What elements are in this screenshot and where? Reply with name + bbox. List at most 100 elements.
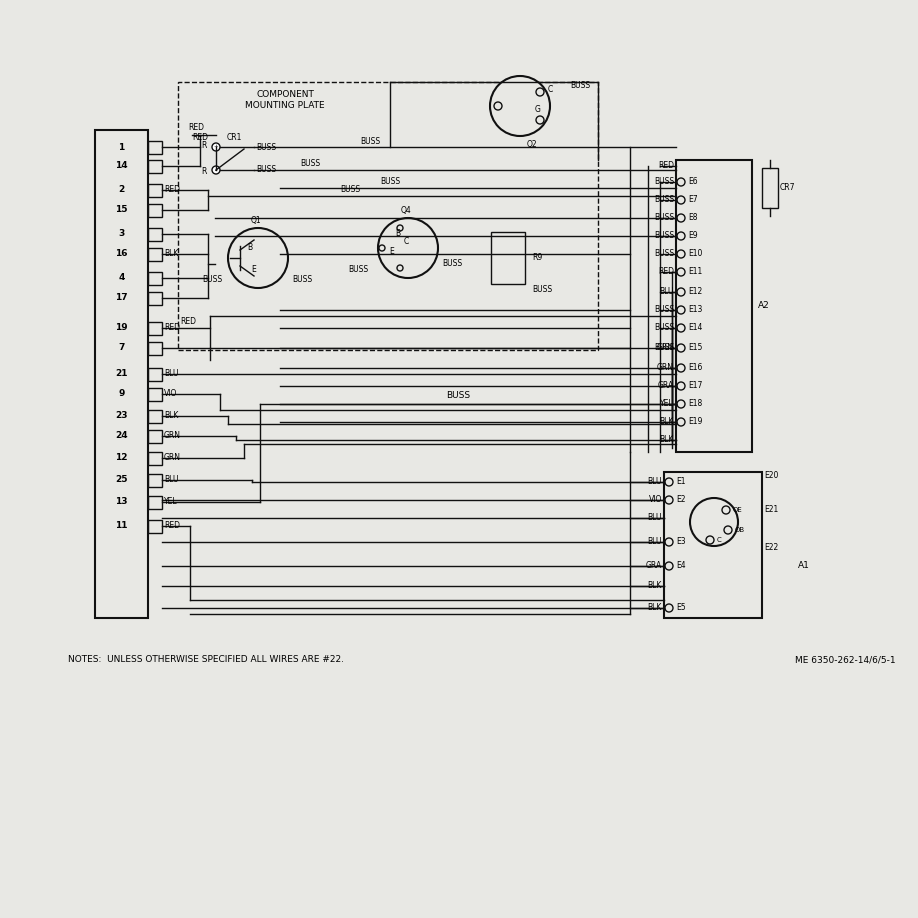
Text: BLK: BLK [164,411,178,420]
Bar [676,160,752,452]
Text: YEL: YEL [660,399,674,409]
Circle shape [706,536,714,544]
Text: GRA: GRA [645,562,662,570]
Bar [762,168,778,208]
Text: RED: RED [164,323,180,332]
Text: Q2: Q2 [527,140,537,149]
Text: RED: RED [192,133,208,142]
Circle shape [536,88,544,96]
Circle shape [677,364,685,372]
Text: R9: R9 [532,253,543,263]
Text: E20: E20 [764,472,778,480]
Text: OB: OB [735,527,745,533]
Text: +: + [214,144,218,150]
Text: BUSS: BUSS [202,275,222,285]
Text: GRN: GRN [657,364,674,373]
Text: E22: E22 [764,543,778,553]
Bar [148,474,162,487]
Circle shape [677,306,685,314]
Circle shape [494,102,502,110]
Circle shape [379,245,385,251]
Text: R: R [201,167,207,176]
Circle shape [665,562,673,570]
Text: E5: E5 [676,603,686,612]
Text: VIO: VIO [164,389,177,398]
Text: E3: E3 [676,538,686,546]
Bar [148,228,162,241]
Circle shape [677,214,685,222]
Bar [148,520,162,532]
Text: BUSS: BUSS [654,177,674,186]
Text: BUSS: BUSS [654,214,674,222]
Text: RED: RED [180,318,196,327]
Text: 21: 21 [116,370,128,378]
Text: BUSS: BUSS [654,231,674,241]
Bar [148,184,162,196]
Bar [148,160,162,173]
Text: 19: 19 [115,323,128,332]
Circle shape [677,400,685,408]
Text: BLU: BLU [659,287,674,297]
Text: BUSS: BUSS [654,250,674,259]
Text: E7: E7 [688,196,698,205]
Text: C: C [717,537,722,543]
Circle shape [212,143,220,151]
Circle shape [397,265,403,271]
Circle shape [677,382,685,390]
Bar [148,204,162,217]
Text: BUSS: BUSS [292,275,312,285]
Circle shape [665,604,673,612]
Text: RED: RED [164,521,180,531]
Text: GRN: GRN [164,453,181,463]
Circle shape [536,116,544,124]
Text: BUSS: BUSS [256,165,276,174]
Text: 2: 2 [118,185,125,195]
Text: BLU: BLU [647,538,662,546]
Text: BLU: BLU [164,476,178,485]
Bar [148,367,162,380]
Text: BLK: BLK [660,435,674,444]
Circle shape [677,196,685,204]
Circle shape [490,76,550,136]
Bar [148,321,162,334]
Text: BUSS: BUSS [654,343,674,353]
Circle shape [378,218,438,278]
Text: BUSS: BUSS [532,285,552,295]
Text: 17: 17 [115,294,128,303]
Text: -: - [215,167,218,173]
Text: E2: E2 [676,496,686,505]
Text: G: G [535,106,541,115]
Bar [148,387,162,400]
Bar [148,272,162,285]
Text: BUSS: BUSS [348,265,368,274]
Text: 24: 24 [115,431,128,441]
Text: BUSS: BUSS [360,137,380,145]
Circle shape [690,498,738,546]
Text: VIO: VIO [649,496,662,505]
Text: E18: E18 [688,399,702,409]
Text: E: E [252,265,256,274]
Text: GRN: GRN [657,343,674,353]
Bar [148,140,162,153]
Text: 3: 3 [118,230,125,239]
Text: BUSS: BUSS [446,390,470,399]
Text: OE: OE [733,507,743,513]
Text: GRN: GRN [164,431,181,441]
Text: E6: E6 [688,177,698,186]
Text: R: R [201,140,207,150]
Text: RED: RED [658,162,674,171]
Text: BLU: BLU [164,370,178,378]
Text: BLK: BLK [647,581,662,590]
Text: Q1: Q1 [251,216,262,225]
Circle shape [212,166,220,174]
Bar [148,452,162,465]
Bar [148,248,162,261]
Bar [95,130,148,618]
Text: 13: 13 [116,498,128,507]
Text: GRA: GRA [658,382,674,390]
Text: RED: RED [188,124,204,132]
Bar [178,82,598,350]
Text: E13: E13 [688,306,702,315]
Text: COMPONENT
MOUNTING PLATE: COMPONENT MOUNTING PLATE [245,90,325,110]
Text: E11: E11 [688,267,702,276]
